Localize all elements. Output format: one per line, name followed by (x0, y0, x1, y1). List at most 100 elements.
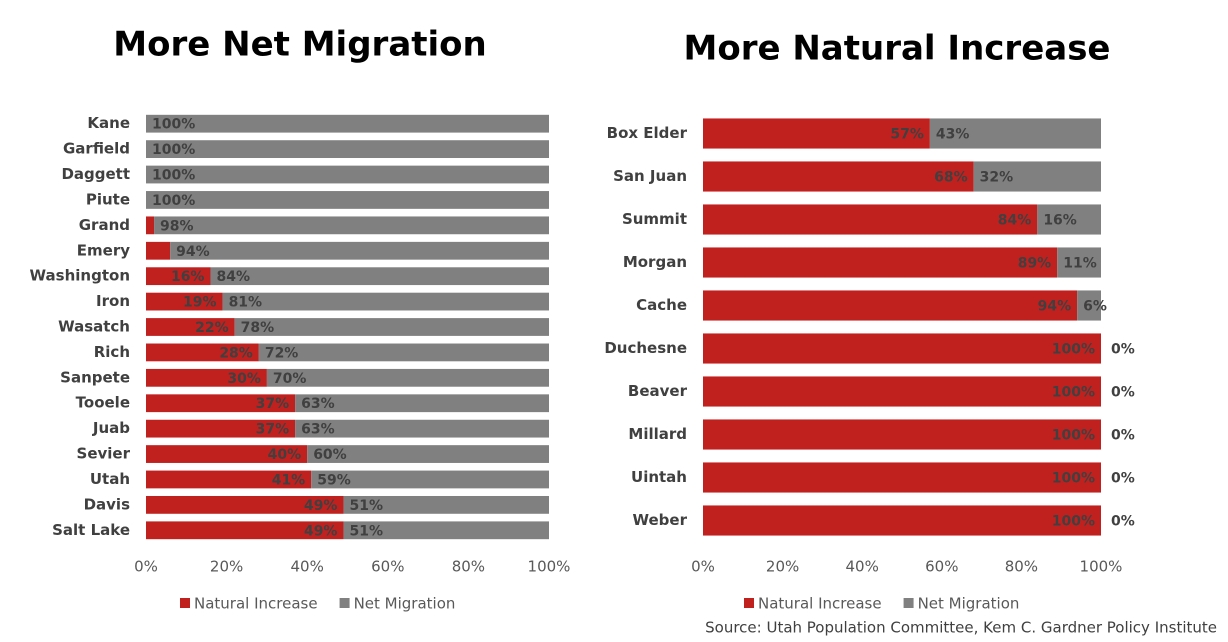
y-tick-label: Tooele (76, 394, 130, 412)
data-label: 51% (349, 498, 383, 514)
x-tick-label: 80% (452, 558, 485, 576)
bar-segment (210, 267, 550, 286)
data-label: 100% (1052, 514, 1095, 530)
bar-segment (703, 118, 930, 149)
bar-segment (973, 161, 1101, 192)
data-label: 63% (301, 422, 335, 438)
bar-segment (146, 445, 308, 463)
data-label: 89% (1018, 256, 1052, 272)
data-label: 0% (1111, 471, 1135, 487)
data-label: 59% (317, 472, 351, 488)
bar-segment (1057, 247, 1101, 278)
data-label: 68% (934, 170, 968, 186)
data-label: 16% (1043, 213, 1077, 229)
y-tick-label: Kane (87, 114, 130, 132)
bar-segment (703, 505, 1101, 536)
bar-segment (146, 114, 549, 133)
chart-title: More Net Migration (113, 25, 486, 65)
data-label: 78% (241, 320, 275, 336)
data-label: 100% (1052, 471, 1095, 487)
data-label: 60% (313, 447, 347, 463)
data-label: 11% (1063, 256, 1097, 272)
y-tick-label: Millard (628, 425, 687, 443)
data-label: 100% (152, 193, 195, 209)
bar-segment (146, 470, 312, 489)
data-label: 81% (229, 295, 263, 311)
bar-segment (703, 462, 1101, 493)
data-label: 84% (998, 213, 1032, 229)
x-tick-label: 20% (766, 558, 799, 576)
y-tick-label: Summit (622, 210, 687, 228)
bar-segment (703, 204, 1038, 235)
data-label: 94% (176, 244, 210, 260)
bar-segment (703, 333, 1101, 364)
data-label: 57% (890, 127, 924, 143)
data-label: 100% (152, 117, 195, 133)
data-label: 37% (256, 396, 290, 412)
bar-segment (258, 343, 549, 362)
bar-segment (146, 165, 549, 184)
x-tick-label: 60% (371, 558, 404, 576)
data-label: 100% (1052, 428, 1095, 444)
legend-label: Natural Increase (758, 595, 882, 613)
data-label: 28% (219, 345, 253, 361)
bar-segment (307, 445, 549, 463)
bar-segment (146, 140, 549, 159)
legend-swatch (180, 598, 190, 608)
data-label: 41% (272, 472, 306, 488)
x-tick-label: 0% (134, 558, 158, 576)
bar-segment (295, 419, 549, 438)
data-label: 51% (349, 523, 383, 539)
bar-segment (154, 216, 549, 235)
y-tick-label: Salt Lake (52, 521, 130, 539)
bar-segment (1037, 204, 1101, 235)
data-label: 100% (152, 168, 195, 184)
data-label: 84% (216, 269, 250, 285)
bar-segment (703, 290, 1078, 321)
bar-segment (170, 241, 549, 260)
y-tick-label: Emery (77, 241, 130, 259)
data-label: 94% (1038, 299, 1072, 315)
bar-segment (146, 191, 549, 209)
bar-segment (146, 267, 211, 286)
legend-swatch (903, 598, 914, 608)
y-tick-label: Duchesne (604, 339, 687, 357)
data-label: 22% (195, 320, 229, 336)
x-tick-label: 40% (846, 558, 879, 576)
y-tick-label: Rich (94, 343, 130, 361)
y-tick-label: Morgan (623, 253, 687, 271)
bar-segment (146, 394, 296, 413)
y-tick-label: Iron (96, 292, 130, 310)
x-tick-label: 100% (1080, 558, 1123, 576)
y-tick-label: Box Elder (607, 124, 688, 142)
y-tick-label: Wasatch (58, 318, 130, 336)
bar-segment (146, 368, 267, 387)
data-label: 43% (936, 127, 970, 143)
y-tick-label: Piute (86, 190, 130, 208)
bar-segment (146, 495, 344, 514)
bar-segment (146, 241, 171, 260)
legend-label: Natural Increase (194, 595, 318, 613)
bar-segment (703, 376, 1101, 407)
data-label: 98% (160, 218, 194, 234)
data-label: 70% (273, 371, 307, 387)
data-label: 100% (1052, 342, 1095, 358)
x-tick-label: 40% (291, 558, 324, 576)
bar-segment (146, 419, 296, 438)
bar-segment (343, 495, 549, 514)
x-tick-label: 20% (210, 558, 243, 576)
data-label: 49% (304, 523, 338, 539)
chart-title: More Natural Increase (684, 29, 1111, 69)
y-tick-label: Sanpete (60, 368, 130, 386)
y-tick-label: San Juan (613, 167, 687, 185)
y-tick-label: Cache (636, 296, 687, 314)
y-tick-label: Juab (92, 419, 130, 437)
bar-segment (234, 318, 549, 336)
x-tick-label: 100% (528, 558, 571, 576)
data-label: 0% (1111, 342, 1135, 358)
y-tick-label: Uintah (631, 468, 687, 486)
data-label: 32% (980, 170, 1014, 186)
y-tick-label: Utah (90, 470, 130, 488)
bar-segment (929, 118, 1101, 149)
